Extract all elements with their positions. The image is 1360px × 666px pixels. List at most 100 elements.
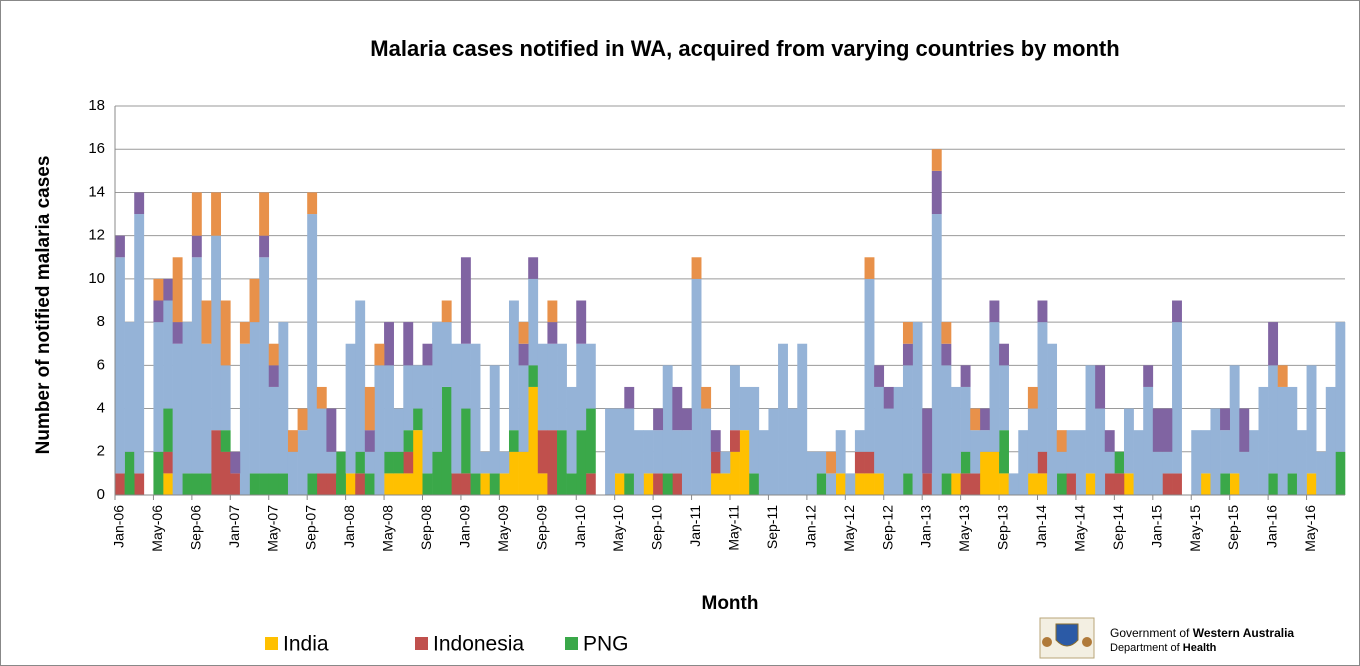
bar-segment	[201, 343, 212, 474]
bar-segment	[960, 365, 971, 387]
bar-segment	[730, 430, 740, 452]
bar-segment	[364, 451, 375, 474]
y-tick-label: 8	[97, 313, 105, 330]
bar-segment	[364, 473, 375, 495]
bar-segment	[864, 451, 875, 474]
bar-segment	[297, 430, 308, 495]
bar-segment	[681, 430, 692, 495]
bar-segment	[172, 343, 183, 495]
legend-item: Indonesia	[415, 633, 524, 656]
bar-segment	[441, 300, 452, 323]
bar-segment	[1248, 430, 1259, 495]
bar-segment	[297, 408, 308, 431]
bar-segment	[153, 278, 164, 301]
bar-segment	[585, 408, 596, 474]
logo-text-part: Department of	[1110, 642, 1181, 654]
bar-segment	[1066, 430, 1077, 474]
bar-segment	[489, 365, 500, 474]
bar-segment	[1287, 386, 1298, 474]
y-tick-label: 12	[88, 227, 105, 244]
bar-segment	[1210, 408, 1221, 495]
bar-segment	[239, 343, 250, 495]
x-tick-label: May-12	[841, 505, 857, 552]
bar-segment	[1229, 365, 1240, 474]
bar-segment	[278, 322, 289, 474]
bar-segment	[1037, 300, 1048, 323]
bar-segment	[172, 257, 183, 323]
bar-segment	[384, 322, 394, 366]
bar-segment	[1220, 473, 1230, 495]
bar-segment	[499, 473, 510, 495]
bar-segment	[451, 343, 462, 474]
bar-segment	[749, 473, 760, 495]
y-tick-label: 6	[97, 356, 105, 373]
x-tick-label: Sep-12	[879, 505, 895, 550]
x-tick-label: May-16	[1302, 505, 1318, 552]
bar-segment	[941, 322, 952, 344]
bar-segment	[249, 278, 260, 323]
bar-segment	[691, 257, 702, 279]
bar-segment	[259, 235, 270, 258]
legend-label: PNG	[583, 633, 629, 656]
bar-segment	[230, 451, 241, 474]
bar-segment	[1114, 473, 1125, 495]
bar-segment	[239, 322, 250, 344]
bar-segment	[1172, 300, 1182, 323]
crest-shield	[1055, 623, 1079, 647]
bar-segment	[912, 322, 923, 495]
bar-segment	[672, 430, 683, 474]
bar-segment	[1172, 322, 1182, 474]
bar-segment	[1075, 430, 1086, 495]
bar-segment	[537, 430, 548, 474]
x-tick-label: Jan-13	[918, 505, 934, 548]
bar-segment	[547, 343, 558, 431]
bar-segment	[163, 278, 173, 301]
bar-segment	[1143, 386, 1154, 495]
bar-segment	[893, 386, 904, 495]
bar-segment	[1325, 386, 1336, 495]
bar-segment	[931, 214, 942, 496]
bar-segment	[268, 343, 279, 366]
bar-segment	[326, 408, 337, 452]
bar-segment	[1306, 473, 1317, 495]
bar-segment	[614, 473, 625, 495]
bar-segment	[441, 322, 452, 387]
bar-segment	[816, 451, 827, 474]
bar-segment	[1296, 430, 1307, 495]
logo-text-part: Government of	[1110, 626, 1190, 640]
bar-segment	[797, 343, 808, 495]
bar-segment	[326, 473, 337, 495]
bar-segment	[585, 473, 596, 495]
bar-segment	[422, 473, 433, 495]
bar-segment	[643, 430, 654, 474]
bar-segment	[115, 235, 125, 258]
bar-segment	[1095, 365, 1106, 409]
bar-segment	[672, 473, 683, 495]
bar-segment	[460, 257, 471, 344]
bar-segment	[528, 257, 539, 279]
legend-label: Indonesia	[433, 633, 524, 656]
bar-segment	[999, 430, 1009, 474]
bar-segment	[537, 473, 548, 495]
crest-kangaroo	[1042, 637, 1052, 647]
bar-segment	[710, 473, 721, 495]
bar-segment	[432, 322, 443, 452]
bar-segment	[307, 214, 318, 474]
chart-title: Malaria cases notified in WA, acquired f…	[370, 36, 1119, 61]
bar-segment	[403, 365, 414, 431]
bar-segment	[528, 386, 539, 495]
bar-segment	[730, 365, 740, 431]
bar-segment	[941, 343, 952, 366]
x-tick-label: May-10	[610, 505, 626, 552]
bar-segment	[624, 473, 635, 495]
bar-segment	[922, 473, 933, 495]
bar-segment	[211, 430, 222, 495]
bar-segment	[182, 473, 193, 495]
x-tick-label: Sep-10	[649, 505, 665, 550]
bar-segment	[864, 257, 875, 279]
bar-segment	[403, 322, 414, 366]
bar-segment	[287, 451, 298, 495]
bar-segment	[854, 430, 865, 452]
bar-segment	[653, 408, 664, 431]
bar-segment	[1123, 408, 1134, 474]
